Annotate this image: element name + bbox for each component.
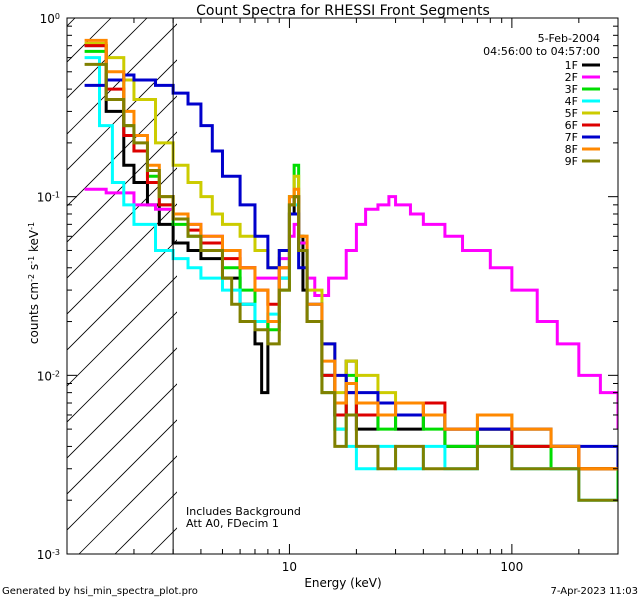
legend-label-1F: 1F (565, 59, 578, 72)
hatch-line (67, 23, 177, 135)
series-line-1F (84, 44, 618, 483)
footer-timestamp: 7-Apr-2023 11:03 (551, 586, 638, 597)
attenuator-note: Att A0, FDecim 1 (186, 517, 279, 530)
hatch-line (67, 275, 177, 387)
series-line-7F (84, 73, 618, 469)
legend-label-6F: 6F (565, 119, 578, 132)
legend-label-2F: 2F (565, 71, 578, 84)
hatch-line (114, 491, 177, 554)
hatch-line (67, 59, 177, 171)
y-tick-label: 10-2 (37, 369, 60, 384)
x-tick-label: 100 (500, 560, 523, 574)
legend-label-4F: 4F (565, 95, 578, 108)
date-label: 5-Feb-2004 (538, 32, 600, 45)
legend-label-3F: 3F (565, 83, 578, 96)
hatch-line (547, 18, 640, 554)
y-tick-label: 100 (40, 12, 60, 27)
series-line-8F (84, 38, 618, 471)
chart-title: Count Spectra for RHESSI Front Segments (196, 3, 490, 19)
hatch-line (295, 18, 640, 554)
y-tick-label: 10-1 (37, 190, 60, 205)
background-note: Includes Background (186, 505, 301, 518)
x-tick-label: 10 (282, 560, 297, 574)
series-line-9F (84, 62, 618, 502)
hatch-line (67, 419, 177, 531)
hatch-line (78, 455, 177, 554)
series-line-4F (84, 56, 618, 502)
legend-label-8F: 8F (565, 143, 578, 156)
hatch-line (67, 311, 177, 423)
hatch-line (67, 239, 177, 351)
legend-label-9F: 9F (565, 155, 578, 168)
plot-frame (66, 17, 619, 555)
footer-generated-by: Generated by hsi_min_spectra_plot.pro (2, 586, 198, 597)
hatch-line (0, 18, 3, 554)
hatch-line (475, 18, 640, 554)
hatch-line (367, 18, 640, 554)
hatched-region (0, 18, 640, 554)
time-range-label: 04:56:00 to 04:57:00 (483, 45, 600, 58)
hatch-line (583, 18, 640, 554)
series-line-5F (84, 41, 618, 471)
hatch-line (67, 383, 177, 495)
legend-label-5F: 5F (565, 107, 578, 120)
hatch-line (67, 95, 177, 207)
hatch-line (331, 18, 640, 554)
series-line-6F (84, 44, 618, 471)
hatch-line (619, 18, 640, 554)
hatch-line (403, 18, 640, 554)
y-axis-label: counts cm-2 s-1 keV-1 (27, 222, 42, 344)
x-axis-label: Energy (keV) (304, 576, 381, 590)
hatch-line (67, 203, 177, 315)
y-tick-label: 10-3 (37, 548, 60, 563)
hatch-line (439, 18, 640, 554)
legend-label-7F: 7F (565, 131, 578, 144)
hatch-line (67, 18, 112, 63)
